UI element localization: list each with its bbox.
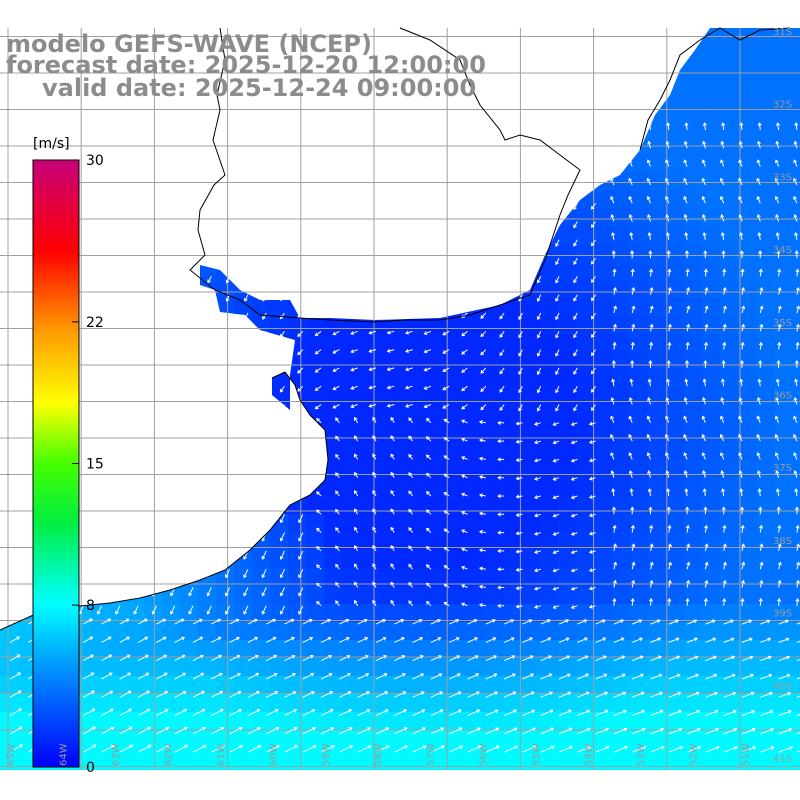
latitude-label: 31S bbox=[773, 27, 792, 38]
latitude-label: 39S bbox=[773, 609, 792, 620]
grid-lines bbox=[0, 28, 800, 770]
title-line-3: valid date: 2025-12-24 09:00:00 bbox=[42, 74, 477, 102]
colorbar: [m/s] 30 22 15 8 0 bbox=[32, 136, 104, 776]
coastline-east bbox=[639, 27, 791, 151]
longitude-label: 56W bbox=[479, 743, 490, 766]
colorbar-ticks: 30 22 15 8 0 bbox=[72, 153, 104, 776]
longitude-label: 65W bbox=[6, 743, 17, 766]
colorbar-tick-label: 15 bbox=[86, 457, 104, 473]
latitude-label: 41S bbox=[773, 754, 792, 765]
latitude-label: 35S bbox=[773, 318, 792, 329]
longitude-label: 52W bbox=[689, 743, 700, 766]
latitude-label: 37S bbox=[773, 463, 792, 474]
latitude-label: 32S bbox=[773, 100, 792, 111]
longitude-label: 60W bbox=[269, 743, 280, 766]
longitude-label: 53W bbox=[636, 743, 647, 766]
colorbar-tick-label: 0 bbox=[86, 760, 95, 776]
latitude-label: 34S bbox=[773, 245, 792, 256]
title-line-1: modelo GEFS-WAVE (NCEP) bbox=[6, 30, 372, 58]
coastline bbox=[189, 27, 581, 323]
colorbar-tick-label: 22 bbox=[86, 315, 104, 331]
colorbar-gradient bbox=[32, 159, 80, 768]
longitude-label: 64W bbox=[59, 743, 70, 766]
longitude-label: 55W bbox=[531, 743, 542, 766]
latitude-labels: 31S 32S 33S 34S 35S 36S 37S 38S 39S 40S 41S bbox=[773, 27, 792, 765]
longitude-label: 61W bbox=[216, 743, 227, 766]
longitude-label: 58W bbox=[374, 743, 385, 766]
longitude-label: 59W bbox=[321, 743, 332, 766]
colorbar-tick-label: 8 bbox=[86, 598, 95, 614]
longitude-label: 62W bbox=[164, 743, 175, 766]
longitude-labels: 65W 64W 63W 62W 61W 60W 59W 58W 57W 56W 55W 54W 53W 5… bbox=[6, 743, 752, 766]
longitude-label: 57W bbox=[426, 743, 437, 766]
latitude-label: 33S bbox=[773, 172, 792, 183]
longitude-label: 51W bbox=[741, 743, 752, 766]
colorbar-unit: [m/s] bbox=[33, 136, 70, 152]
longitude-label: 54W bbox=[584, 743, 595, 766]
title-line-2: forecast date: 2025-12-20 12:00:00 bbox=[6, 51, 486, 79]
latitude-label: 36S bbox=[773, 391, 792, 402]
latitude-label: 38S bbox=[773, 536, 792, 547]
coastline-bay bbox=[0, 371, 329, 631]
latitude-label: 40S bbox=[773, 681, 792, 692]
longitude-label: 63W bbox=[111, 743, 122, 766]
colorbar-tick-label: 30 bbox=[86, 153, 104, 169]
